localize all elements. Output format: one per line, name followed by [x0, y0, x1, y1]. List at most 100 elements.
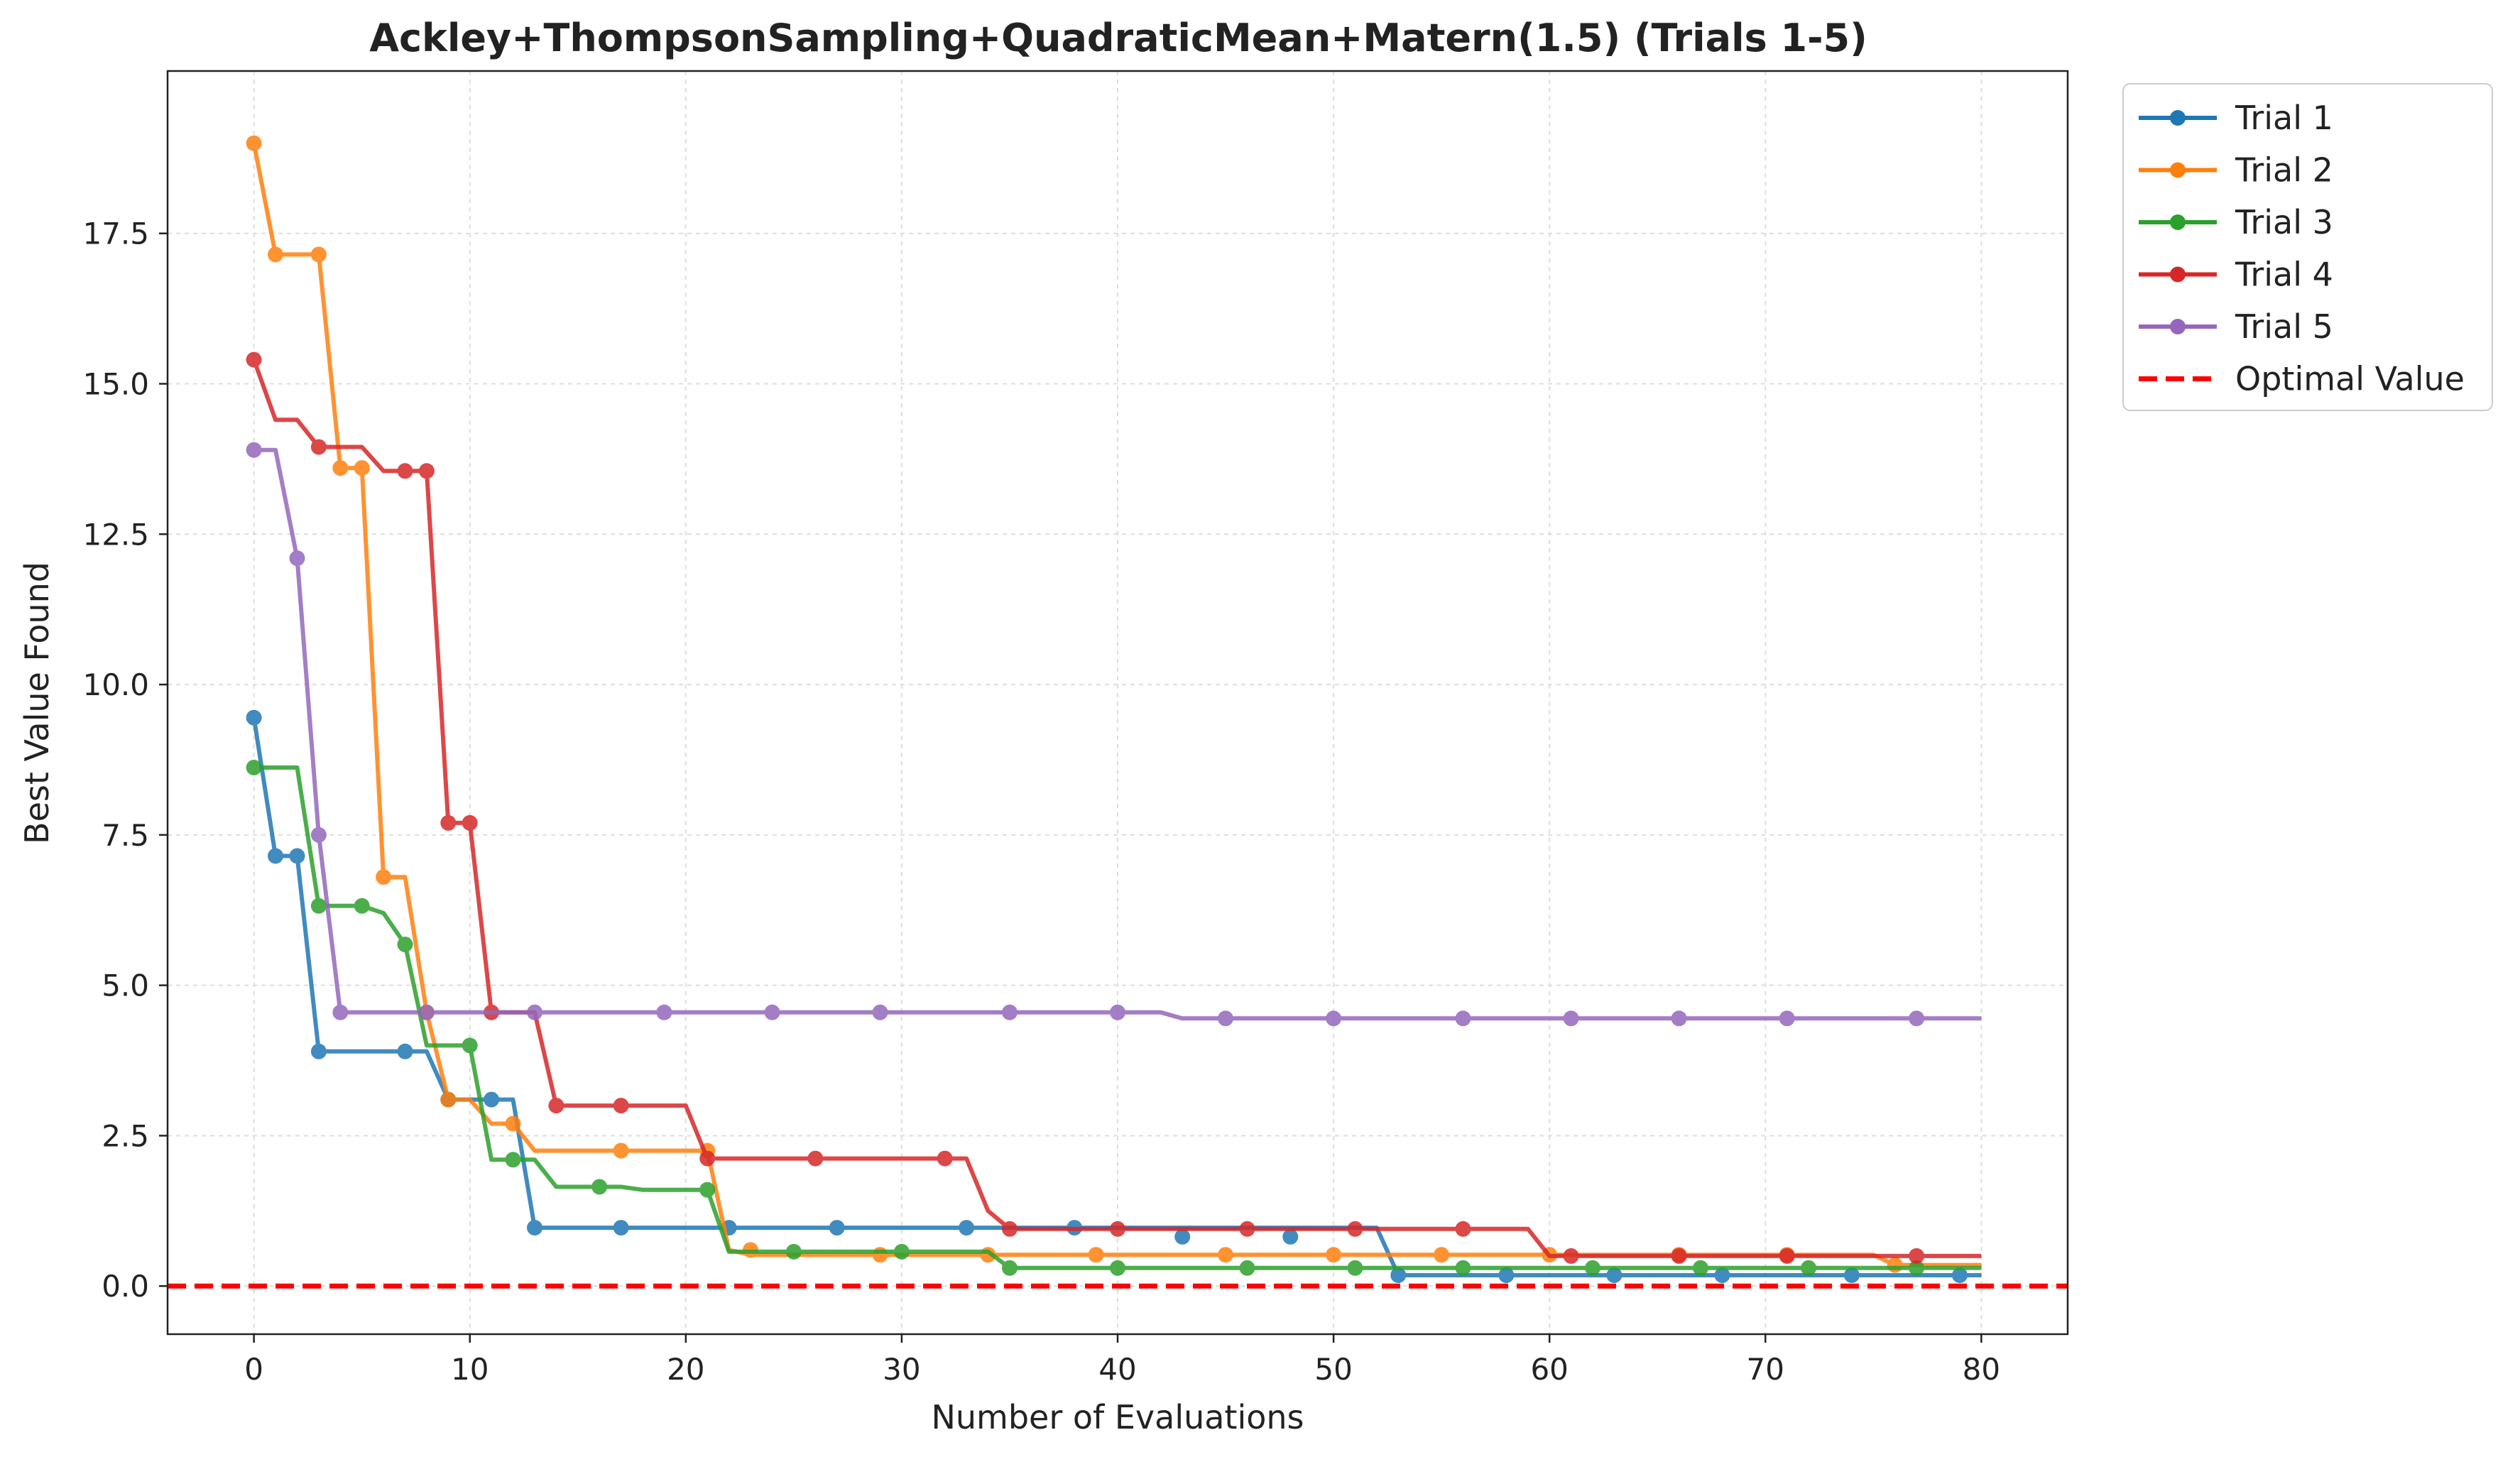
legend-marker: [2170, 266, 2186, 283]
data-point: [268, 848, 283, 864]
data-point: [418, 1004, 435, 1020]
data-point: [440, 1091, 457, 1108]
data-point: [699, 1182, 716, 1198]
data-point: [310, 826, 327, 843]
x-tick-label: 10: [451, 1352, 489, 1387]
data-point: [1455, 1260, 1471, 1276]
data-point: [829, 1220, 845, 1236]
data-point: [1563, 1010, 1579, 1027]
plot-area: [166, 70, 2069, 1336]
x-tick-label: 0: [244, 1352, 263, 1387]
data-point: [1239, 1260, 1255, 1276]
data-point: [462, 1037, 478, 1054]
chart-title: Ackley+ThompsonSampling+QuadraticMean+Ma…: [369, 16, 1867, 60]
data-point: [332, 460, 349, 476]
data-point: [1110, 1221, 1125, 1237]
data-point: [959, 1220, 975, 1236]
legend-label: Trial 2: [2235, 151, 2333, 190]
data-point: [1455, 1010, 1471, 1027]
data-point: [1002, 1004, 1018, 1020]
series-trial-3: [246, 760, 1982, 1276]
legend-entry: Trial 2: [2139, 151, 2333, 190]
legend-marker: [2170, 162, 2186, 178]
data-point: [418, 463, 435, 479]
data-point: [785, 1243, 802, 1260]
legend-label: Trial 3: [2235, 203, 2333, 241]
data-point: [1887, 1257, 1903, 1273]
legend-label: Trial 1: [2235, 99, 2333, 137]
data-point: [1218, 1247, 1233, 1263]
data-point: [246, 709, 262, 726]
x-axis: 0 10 20 30 40 50 60 70 80: [244, 1334, 2000, 1387]
data-point: [1455, 1221, 1471, 1237]
data-point: [527, 1220, 542, 1236]
data-point: [1563, 1248, 1579, 1264]
x-tick-label: 20: [667, 1352, 704, 1387]
data-point: [764, 1004, 780, 1020]
data-point: [1088, 1247, 1104, 1263]
legend-entry: Trial 5: [2139, 307, 2333, 346]
series-trial-5: [246, 442, 1982, 1027]
data-point: [1110, 1260, 1125, 1276]
data-point: [440, 814, 457, 831]
data-point: [310, 439, 327, 455]
data-point: [397, 937, 413, 953]
series-layer: [246, 135, 1982, 1283]
y-tick-label: 7.5: [102, 818, 149, 853]
data-point: [462, 814, 478, 831]
data-point: [1909, 1248, 1925, 1264]
data-point: [1952, 1267, 1968, 1283]
data-point: [1779, 1010, 1795, 1027]
data-point: [268, 246, 283, 263]
x-tick-label: 50: [1314, 1352, 1352, 1387]
data-point: [1239, 1221, 1255, 1237]
x-tick-label: 80: [1963, 1352, 2000, 1387]
data-point: [1498, 1267, 1515, 1283]
y-axis: 0.0 2.5 5.0 7.5 10.0 12.5 15.0 17.5: [82, 217, 168, 1304]
data-point: [1218, 1010, 1233, 1027]
y-tick-label: 15.0: [82, 367, 149, 402]
y-tick-label: 10.0: [82, 667, 149, 702]
grid: [168, 71, 2068, 1334]
data-point: [1671, 1010, 1687, 1027]
data-point: [1714, 1267, 1730, 1283]
data-point: [1585, 1260, 1600, 1276]
data-point: [310, 246, 327, 263]
data-point: [872, 1004, 888, 1020]
legend-marker: [2170, 110, 2186, 126]
legend-entry: Optimal Value: [2139, 360, 2465, 398]
legend: Trial 1 Trial 2 Trial 3 Trial 4 Trial 5 Optim…: [2122, 83, 2493, 411]
data-point: [893, 1243, 910, 1260]
data-point: [354, 897, 370, 914]
data-point: [1110, 1004, 1125, 1020]
legend-entry: Trial 1: [2139, 99, 2333, 137]
y-axis-label: Best Value Found: [18, 562, 56, 844]
data-point: [548, 1098, 564, 1114]
legend-entry: Trial 3: [2139, 203, 2333, 241]
y-tick-label: 5.0: [102, 968, 149, 1003]
data-point: [527, 1004, 542, 1020]
data-point: [591, 1179, 608, 1195]
data-point: [1671, 1248, 1687, 1264]
legend-entry: Trial 4: [2139, 256, 2333, 294]
data-point: [1909, 1010, 1925, 1027]
data-point: [1174, 1228, 1191, 1245]
data-point: [397, 463, 413, 479]
data-point: [246, 351, 262, 368]
data-point: [310, 1043, 327, 1059]
data-point: [1390, 1267, 1407, 1283]
data-point: [1347, 1221, 1363, 1237]
y-tick-label: 0.0: [102, 1269, 149, 1304]
data-point: [246, 760, 262, 775]
y-tick-label: 2.5: [102, 1118, 149, 1153]
data-point: [613, 1142, 629, 1159]
data-point: [613, 1098, 629, 1114]
data-point: [613, 1220, 629, 1236]
data-point: [376, 869, 392, 885]
data-point: [1779, 1248, 1795, 1264]
data-point: [1326, 1010, 1342, 1027]
data-point: [872, 1247, 888, 1263]
data-point: [505, 1115, 521, 1132]
x-tick-label: 40: [1098, 1352, 1136, 1387]
